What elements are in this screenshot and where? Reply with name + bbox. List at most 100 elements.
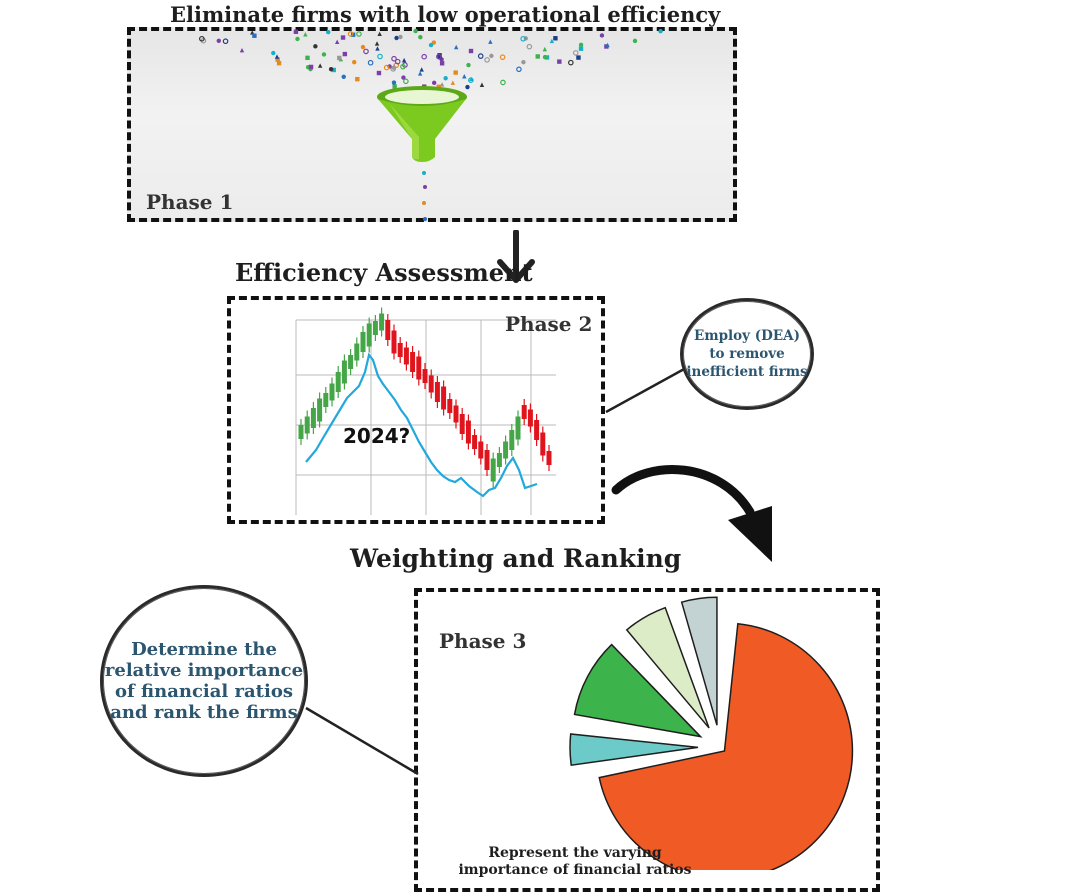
- particle: [436, 84, 441, 89]
- curved-arrow-icon: [611, 464, 772, 562]
- pie-chart-icon: [569, 596, 854, 870]
- particle: [391, 65, 397, 70]
- bull-candle: [341, 360, 347, 384]
- particle: [542, 54, 548, 60]
- particle: [328, 67, 334, 72]
- particle: [394, 58, 401, 65]
- particle: [317, 63, 323, 68]
- dea-bubble: Employ (DEA) to remove inefficient firms: [680, 298, 814, 410]
- funnel-body: [378, 99, 466, 162]
- particle: [572, 50, 579, 56]
- bear-candle: [397, 343, 403, 357]
- particle: [489, 53, 494, 59]
- particle: [239, 47, 245, 53]
- phase2-box: [227, 296, 605, 524]
- particle: [578, 42, 584, 48]
- bear-candle: [534, 420, 540, 440]
- bear-candle: [428, 375, 434, 393]
- particle: [421, 53, 427, 60]
- particle: [499, 54, 506, 60]
- pie-slice-gray: [680, 596, 718, 726]
- bull-candle: [360, 332, 366, 352]
- funnel-icon: [199, 28, 663, 221]
- particle: [401, 57, 407, 63]
- particle: [479, 82, 485, 87]
- phase2-label: Phase 2: [505, 312, 593, 336]
- particle: [199, 35, 205, 42]
- particle: [392, 84, 397, 89]
- ranking-bubble: Determine the relative importance of fin…: [100, 585, 308, 777]
- pie-slice-teal: [569, 733, 699, 767]
- particle: [468, 77, 474, 84]
- particle: [520, 35, 526, 42]
- particle: [394, 35, 399, 41]
- phase3-box: [414, 588, 880, 892]
- particle: [436, 53, 442, 60]
- funnel-opening: [385, 90, 459, 104]
- particle: [271, 50, 276, 56]
- particle: [391, 80, 397, 85]
- particle: [276, 60, 282, 66]
- bear-candle: [472, 435, 478, 449]
- phase3-heading: Weighting and Ranking: [350, 544, 682, 573]
- phase2-heading: Efficiency Assessment: [235, 258, 533, 287]
- particle: [360, 44, 366, 50]
- particle: [252, 33, 257, 38]
- particle: [403, 78, 409, 85]
- particle: [439, 82, 445, 87]
- particle: [462, 74, 467, 79]
- particle: [488, 39, 493, 44]
- particle: [308, 64, 314, 70]
- particle: [419, 67, 424, 72]
- bull-candle: [372, 321, 378, 335]
- falling-particle: [423, 217, 427, 221]
- falling-particles: [199, 28, 663, 221]
- bear-candle: [441, 386, 447, 410]
- particle: [374, 41, 380, 46]
- pie-slice-light: [625, 606, 710, 729]
- particle: [375, 46, 380, 51]
- particle: [331, 67, 336, 73]
- ranking-bubble-text: Determine the relative importance of fin…: [104, 639, 304, 723]
- particle: [334, 39, 340, 45]
- particle: [535, 54, 540, 59]
- phase1-label: Phase 1: [146, 190, 234, 214]
- particle: [469, 76, 474, 82]
- particle: [658, 29, 663, 34]
- bull-candle: [317, 398, 323, 422]
- particle: [549, 38, 555, 44]
- bear-candle: [391, 330, 397, 354]
- bull-candle: [348, 355, 354, 369]
- particle: [599, 33, 605, 38]
- bear-candle: [484, 450, 490, 470]
- bear-candle: [447, 399, 453, 413]
- falling-particle: [422, 171, 426, 175]
- phase3-label: Phase 3: [439, 629, 527, 653]
- particle: [413, 28, 418, 34]
- pie-slice-green: [573, 643, 703, 738]
- trend-line: [305, 352, 538, 498]
- particle: [477, 53, 484, 59]
- pie-slices: [569, 596, 854, 870]
- bear-candle: [453, 405, 459, 423]
- particle: [431, 80, 437, 86]
- falling-particle: [422, 201, 426, 205]
- bull-candle: [503, 441, 509, 459]
- chart-grid: [295, 319, 556, 515]
- bull-candle: [509, 430, 515, 450]
- particle: [450, 80, 456, 85]
- particle: [605, 42, 610, 48]
- particle: [578, 46, 584, 51]
- bull-candle: [310, 408, 316, 428]
- particle: [222, 38, 229, 45]
- bear-candle: [546, 451, 552, 465]
- callout-connector: [605, 366, 687, 414]
- bear-candle: [410, 352, 416, 372]
- bear-candle: [478, 441, 484, 459]
- particle: [275, 57, 280, 62]
- particle: [632, 38, 638, 44]
- particle: [466, 62, 471, 68]
- particle: [417, 71, 423, 76]
- candlesticks: [298, 307, 552, 488]
- particle: [401, 75, 406, 80]
